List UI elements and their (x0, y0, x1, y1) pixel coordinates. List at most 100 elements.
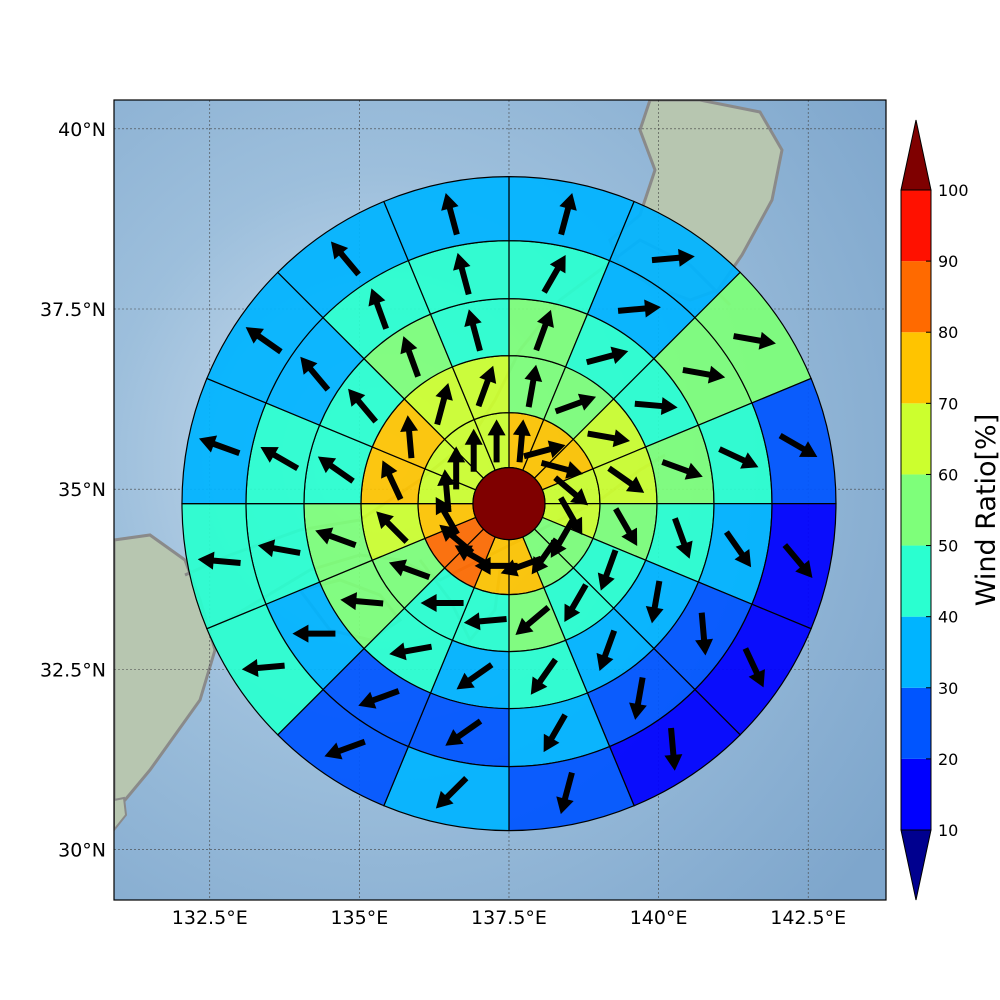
wind-arrow-ring3-s15 (464, 309, 483, 352)
colorbar-tick-label: 10 (938, 821, 958, 840)
wind-arrow-ring5-s4 (782, 543, 813, 579)
wind-arrow-ring1-s12 (437, 469, 456, 513)
wind-arrows (197, 193, 818, 815)
colorbar-tick-label: 80 (938, 323, 958, 342)
wind-arrow-ring1-s1 (523, 440, 566, 460)
wind-arrow-ring4-s0 (541, 255, 566, 294)
lat-tick-label: 35°N (58, 479, 106, 501)
wind-arrow-ring3-s0 (533, 309, 554, 352)
wind-arrow-ring5-s10 (241, 659, 285, 677)
wind-arrow-ring2-s13 (400, 415, 419, 459)
wind-arrow-ring5-s5 (742, 647, 765, 688)
wind-arrow-ring1-s15 (487, 419, 506, 463)
wind-arrow-ring5-s7 (556, 771, 575, 815)
wind-arrow-ring5-s14 (330, 241, 361, 277)
wind-ratio-sectors (181, 176, 837, 832)
wind-arrow-ring1-s0 (512, 419, 531, 463)
colorbar-band-20 (901, 687, 931, 759)
wind-arrow-ring5-s1 (651, 248, 695, 267)
wind-arrow-ring3-s14 (400, 336, 421, 378)
wind-arrow-ring2-s0 (524, 364, 543, 408)
wind-arrow-ring3-s5 (645, 580, 664, 624)
colorbar: 10 20 30 40 50 60 70 80 90 100 Wind Ratio[%] (900, 119, 1000, 901)
wind-arrow-ring2-s12 (381, 460, 404, 501)
wind-arrow-ring4-s12 (260, 446, 300, 472)
wind-arrow-ring2-s11 (376, 511, 409, 544)
lat-tick-label: 32.5°N (40, 659, 106, 681)
wind-arrow-ring2-s7 (515, 605, 551, 635)
wind-arrow-ring4-s1 (617, 299, 661, 318)
wind-arrow-ring4-s6 (629, 676, 647, 720)
map-panel (113, 99, 887, 901)
wind-arrow-ring4-s2 (682, 365, 726, 384)
wind-arrow-ring1-s2 (540, 459, 584, 479)
wind-arrow-ring4-s8 (445, 718, 483, 746)
longitude-tick-labels: 132.5°E 135°E 137.5°E 140°E 142.5°E (172, 907, 846, 929)
map-frame (113, 99, 887, 901)
wind-arrow-ring1-s6 (531, 537, 559, 575)
colorbar-tick-label: 60 (938, 465, 958, 484)
wind-arrow-ring1-s3 (553, 475, 589, 506)
wind-arrow-ring2-s1 (554, 393, 597, 415)
wind-arrow-ring1-s11 (435, 496, 460, 536)
colorbar-band-80 (901, 261, 931, 333)
colorbar-title: Wind Ratio[%] (971, 414, 1000, 606)
colorbar-band-10 (901, 758, 931, 830)
colorbar-band-40 (901, 545, 931, 617)
colorbar-tick-label: 70 (938, 394, 958, 413)
wind-arrow-ring3-s1 (585, 346, 629, 366)
wind-arrow-ring5-s12 (198, 435, 241, 457)
colorbar-over-extension (900, 119, 932, 191)
lat-tick-label: 30°N (58, 840, 106, 862)
wind-arrow-ring5-s13 (245, 327, 283, 355)
colorbar-band-50 (901, 474, 931, 546)
wind-arrow-ring3-s6 (596, 629, 618, 672)
wind-arrow-ring2-s2 (587, 429, 631, 448)
wind-arrow-ring1-s7 (500, 555, 543, 577)
colorbar-band-90 (901, 190, 931, 262)
sector-ring5-s15 (383, 176, 510, 262)
colorbar-tick-label: 40 (938, 608, 958, 627)
lon-tick-label: 140°E (630, 907, 688, 929)
wind-arrow-ring1-s5 (550, 519, 575, 558)
colorbar-tick-label: 30 (938, 679, 958, 698)
wind-arrow-ring4-s4 (723, 530, 752, 568)
lon-tick-label: 142.5°E (770, 907, 846, 929)
wind-arrow-ring2-s6 (564, 583, 589, 623)
wind-arrow-ring3-s10 (340, 592, 384, 611)
colorbar-frame (900, 189, 932, 831)
latitude-tick-labels: 40°N 37.5°N 35°N 32.5°N 30°N (40, 119, 106, 862)
center-disc (472, 467, 546, 541)
wind-arrow-ring2-s14 (434, 382, 453, 426)
wind-arrow-ring4-s15 (453, 252, 472, 296)
colorbar-tick-label: 100 (938, 181, 969, 200)
wind-arrow-ring3-s7 (530, 657, 558, 695)
wind-arrow-ring5-s0 (558, 193, 577, 236)
wind-arrow-ring4-s3 (718, 446, 759, 469)
colorbar-band-30 (901, 616, 931, 688)
wind-arrow-ring3-s12 (317, 456, 355, 484)
lat-tick-label: 37.5°N (40, 299, 106, 321)
wind-arrow-ring4-s9 (358, 688, 400, 709)
wind-arrow-ring2-s10 (388, 559, 431, 580)
wind-arrow-ring5-s6 (664, 727, 683, 771)
wind-arrow-ring5-s15 (441, 193, 460, 236)
wind-arrow-ring3-s8 (456, 662, 494, 690)
wind-arrow-ring2-s9 (420, 593, 464, 612)
wind-arrow-ring5-s2 (733, 331, 776, 350)
colorbar-tick-label: 20 (938, 750, 958, 769)
wind-arrow-ring2-s15 (475, 365, 497, 408)
lon-tick-label: 132.5°E (172, 907, 248, 929)
wind-arrow-ring1-s14 (464, 428, 483, 472)
wind-arrow-ring4-s13 (300, 356, 331, 392)
lon-tick-label: 137.5°E (471, 907, 547, 929)
wind-arrow-ring1-s13 (447, 446, 466, 490)
wind-arrow-ring3-s4 (672, 517, 693, 559)
wind-arrow-ring5-s8 (435, 775, 469, 809)
wind-arrow-ring4-s7 (543, 713, 568, 753)
wind-arrow-ring5-s9 (324, 738, 366, 760)
colorbar-band-60 (901, 403, 931, 475)
colorbar-under-extension (900, 829, 932, 901)
wind-arrow-ring1-s9 (454, 545, 494, 570)
